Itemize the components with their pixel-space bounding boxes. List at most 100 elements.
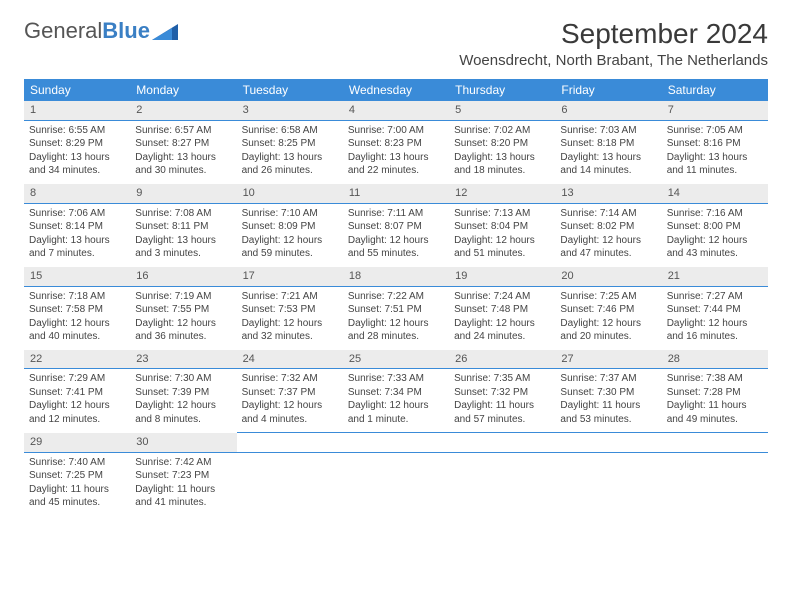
day-number-cell: 14 (662, 184, 768, 203)
day-detail-cell: Sunrise: 7:37 AMSunset: 7:30 PMDaylight:… (555, 369, 661, 433)
day-detail-cell: Sunrise: 7:33 AMSunset: 7:34 PMDaylight:… (343, 369, 449, 433)
day-number-cell: 27 (555, 350, 661, 369)
day-number-cell: 8 (24, 184, 130, 203)
sunrise-line: Sunrise: 7:03 AM (560, 124, 656, 138)
sunrise-line: Sunrise: 7:00 AM (348, 124, 444, 138)
day-detail-cell: Sunrise: 7:11 AMSunset: 8:07 PMDaylight:… (343, 203, 449, 267)
day-detail-row: Sunrise: 7:06 AMSunset: 8:14 PMDaylight:… (24, 203, 768, 267)
weekday-header: Friday (555, 79, 661, 101)
sunset-line: Sunset: 8:00 PM (667, 220, 763, 234)
day-number-cell: 13 (555, 184, 661, 203)
day-number-cell: 28 (662, 350, 768, 369)
sunset-line: Sunset: 7:46 PM (560, 303, 656, 317)
daylight-line: Daylight: 11 hours and 41 minutes. (135, 483, 231, 510)
daylight-line: Daylight: 12 hours and 4 minutes. (242, 399, 338, 426)
sunrise-line: Sunrise: 7:29 AM (29, 372, 125, 386)
sunset-line: Sunset: 8:11 PM (135, 220, 231, 234)
day-number-cell: 10 (237, 184, 343, 203)
sunrise-line: Sunrise: 7:35 AM (454, 372, 550, 386)
daylight-line: Daylight: 12 hours and 1 minute. (348, 399, 444, 426)
sunset-line: Sunset: 8:25 PM (242, 137, 338, 151)
day-detail-cell: Sunrise: 6:57 AMSunset: 8:27 PMDaylight:… (130, 120, 236, 184)
day-number-cell: 21 (662, 267, 768, 286)
daylight-line: Daylight: 11 hours and 53 minutes. (560, 399, 656, 426)
sunrise-line: Sunrise: 7:18 AM (29, 290, 125, 304)
brand-name-part2: Blue (102, 18, 150, 43)
day-detail-row: Sunrise: 7:29 AMSunset: 7:41 PMDaylight:… (24, 369, 768, 433)
sunrise-line: Sunrise: 7:42 AM (135, 456, 231, 470)
daylight-line: Daylight: 11 hours and 45 minutes. (29, 483, 125, 510)
sunrise-line: Sunrise: 7:02 AM (454, 124, 550, 138)
brand-logo: GeneralBlue (24, 18, 178, 44)
day-detail-cell: Sunrise: 6:55 AMSunset: 8:29 PMDaylight:… (24, 120, 130, 184)
day-number-cell: 26 (449, 350, 555, 369)
sunset-line: Sunset: 8:18 PM (560, 137, 656, 151)
daylight-line: Daylight: 12 hours and 32 minutes. (242, 317, 338, 344)
sunset-line: Sunset: 7:48 PM (454, 303, 550, 317)
sunrise-line: Sunrise: 7:14 AM (560, 207, 656, 221)
day-detail-cell (449, 452, 555, 516)
sunset-line: Sunset: 7:37 PM (242, 386, 338, 400)
location-label: Woensdrecht, North Brabant, The Netherla… (459, 52, 768, 69)
day-number-cell: 29 (24, 433, 130, 452)
daylight-line: Daylight: 12 hours and 59 minutes. (242, 234, 338, 261)
sunset-line: Sunset: 7:34 PM (348, 386, 444, 400)
sunset-line: Sunset: 8:27 PM (135, 137, 231, 151)
brand-name: GeneralBlue (24, 18, 150, 44)
sunrise-line: Sunrise: 7:30 AM (135, 372, 231, 386)
day-number-cell: 20 (555, 267, 661, 286)
day-number-cell: 24 (237, 350, 343, 369)
day-number-cell (555, 433, 661, 452)
weekday-header: Tuesday (237, 79, 343, 101)
day-number-row: 891011121314 (24, 184, 768, 203)
day-number-row: 22232425262728 (24, 350, 768, 369)
day-detail-cell: Sunrise: 7:22 AMSunset: 7:51 PMDaylight:… (343, 286, 449, 350)
day-detail-cell: Sunrise: 7:29 AMSunset: 7:41 PMDaylight:… (24, 369, 130, 433)
calendar-table: SundayMondayTuesdayWednesdayThursdayFrid… (24, 79, 768, 516)
daylight-line: Daylight: 13 hours and 34 minutes. (29, 151, 125, 178)
sunset-line: Sunset: 7:28 PM (667, 386, 763, 400)
sunrise-line: Sunrise: 7:33 AM (348, 372, 444, 386)
sunset-line: Sunset: 7:55 PM (135, 303, 231, 317)
day-number-row: 1234567 (24, 101, 768, 120)
calendar-body: 1234567Sunrise: 6:55 AMSunset: 8:29 PMDa… (24, 101, 768, 516)
day-number-cell (237, 433, 343, 452)
weekday-header: Sunday (24, 79, 130, 101)
day-number-cell (449, 433, 555, 452)
sunrise-line: Sunrise: 7:27 AM (667, 290, 763, 304)
day-number-cell: 3 (237, 101, 343, 120)
sunset-line: Sunset: 7:41 PM (29, 386, 125, 400)
day-detail-cell: Sunrise: 6:58 AMSunset: 8:25 PMDaylight:… (237, 120, 343, 184)
daylight-line: Daylight: 12 hours and 43 minutes. (667, 234, 763, 261)
sunset-line: Sunset: 8:02 PM (560, 220, 656, 234)
day-number-cell: 5 (449, 101, 555, 120)
day-number-cell: 30 (130, 433, 236, 452)
day-detail-cell: Sunrise: 7:24 AMSunset: 7:48 PMDaylight:… (449, 286, 555, 350)
daylight-line: Daylight: 12 hours and 47 minutes. (560, 234, 656, 261)
daylight-line: Daylight: 12 hours and 55 minutes. (348, 234, 444, 261)
sunrise-line: Sunrise: 7:24 AM (454, 290, 550, 304)
sunset-line: Sunset: 8:20 PM (454, 137, 550, 151)
month-title: September 2024 (459, 18, 768, 50)
day-detail-cell: Sunrise: 7:18 AMSunset: 7:58 PMDaylight:… (24, 286, 130, 350)
sunrise-line: Sunrise: 7:11 AM (348, 207, 444, 221)
day-number-cell: 17 (237, 267, 343, 286)
day-number-cell: 1 (24, 101, 130, 120)
daylight-line: Daylight: 12 hours and 12 minutes. (29, 399, 125, 426)
day-detail-cell: Sunrise: 7:32 AMSunset: 7:37 PMDaylight:… (237, 369, 343, 433)
daylight-line: Daylight: 11 hours and 57 minutes. (454, 399, 550, 426)
day-number-row: 2930 (24, 433, 768, 452)
sunrise-line: Sunrise: 7:13 AM (454, 207, 550, 221)
day-detail-cell: Sunrise: 7:08 AMSunset: 8:11 PMDaylight:… (130, 203, 236, 267)
sunrise-line: Sunrise: 6:55 AM (29, 124, 125, 138)
daylight-line: Daylight: 12 hours and 51 minutes. (454, 234, 550, 261)
day-number-cell: 16 (130, 267, 236, 286)
daylight-line: Daylight: 13 hours and 22 minutes. (348, 151, 444, 178)
sunrise-line: Sunrise: 6:57 AM (135, 124, 231, 138)
weekday-header: Wednesday (343, 79, 449, 101)
day-detail-cell: Sunrise: 7:25 AMSunset: 7:46 PMDaylight:… (555, 286, 661, 350)
sunset-line: Sunset: 8:16 PM (667, 137, 763, 151)
sunrise-line: Sunrise: 7:22 AM (348, 290, 444, 304)
weekday-header: Monday (130, 79, 236, 101)
day-detail-row: Sunrise: 7:40 AMSunset: 7:25 PMDaylight:… (24, 452, 768, 516)
